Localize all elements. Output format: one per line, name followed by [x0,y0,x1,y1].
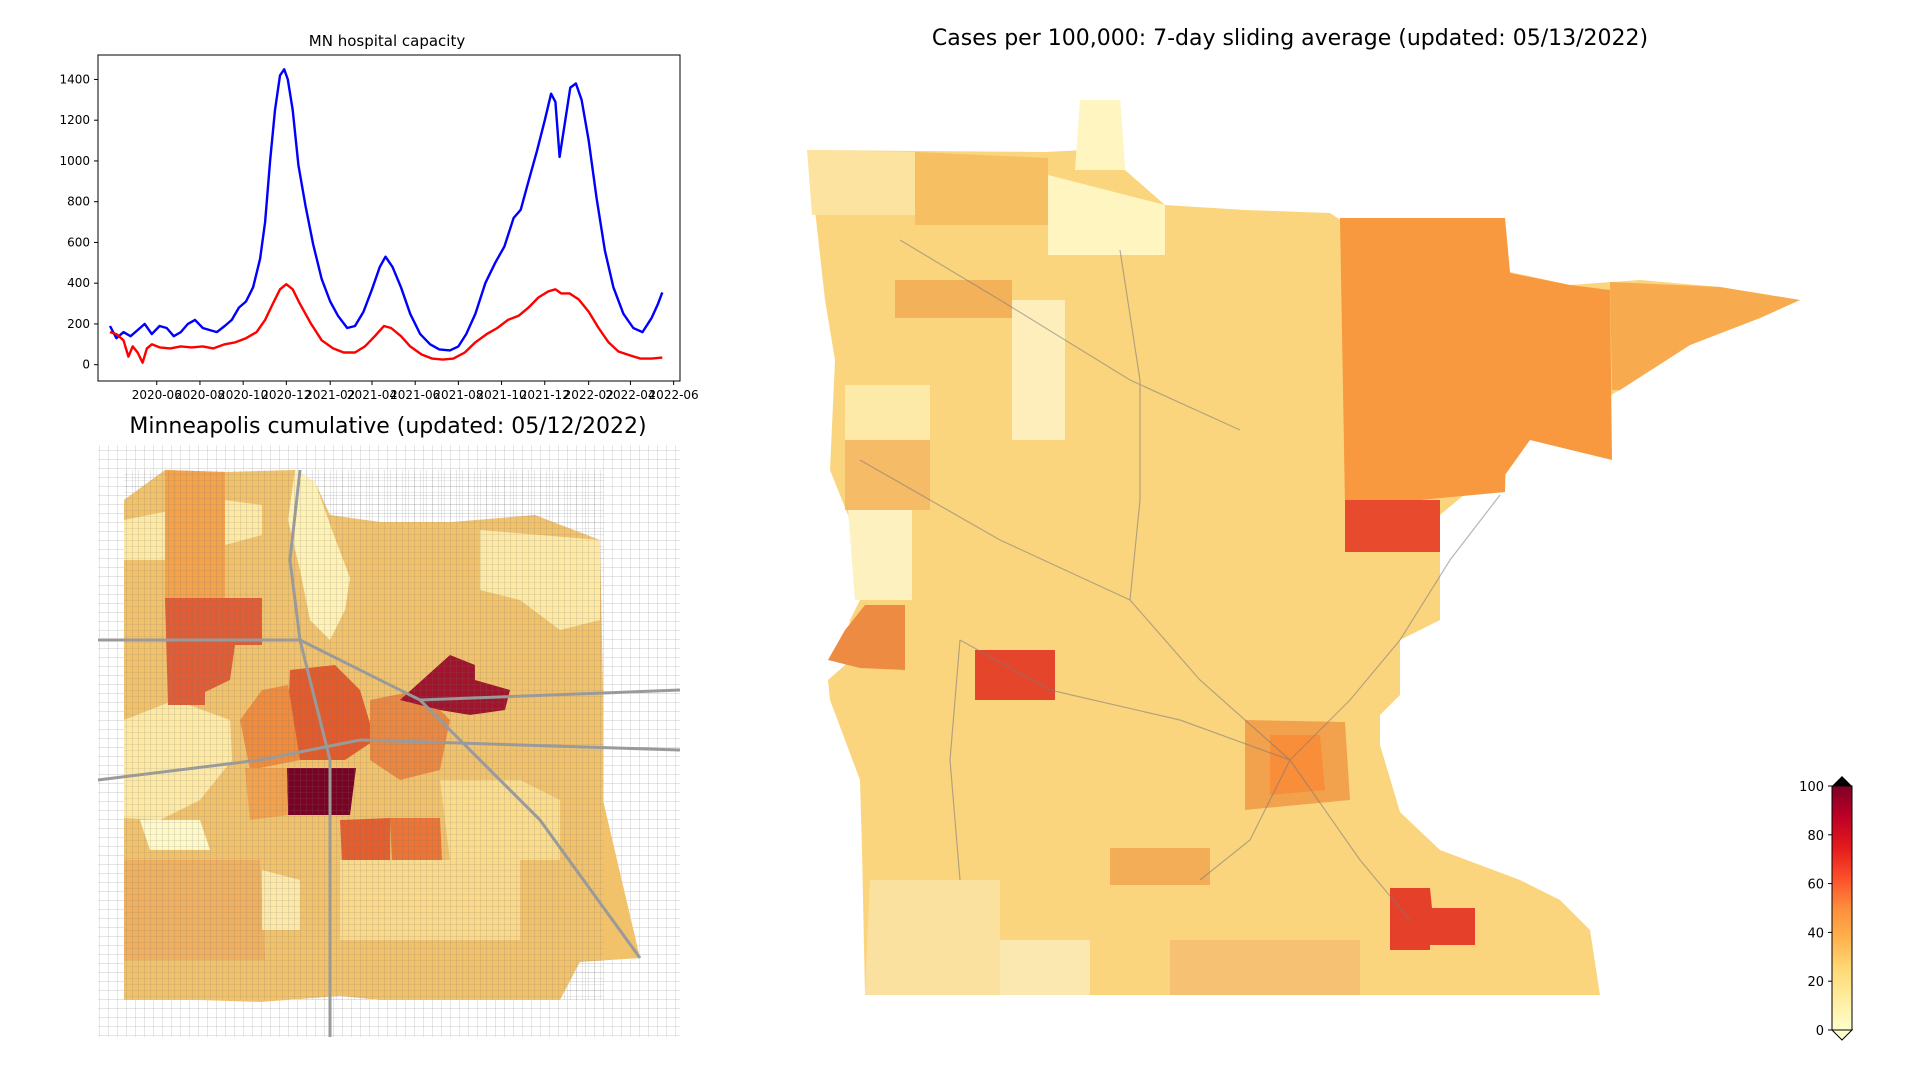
hospital-x-tick-label: 2022-06 [649,388,699,402]
colorbar-tick-label: 40 [1807,926,1824,941]
colorbar-tick-label: 60 [1807,878,1824,893]
mn-county-nw-pale [1012,300,1065,440]
hospital-y-tick-label: 1000 [59,154,90,168]
mn-county-w-central-red [975,650,1055,700]
mn-county-redlake [895,280,1012,318]
mn-county-w-pale [845,385,930,440]
minnesota-map-title: Cases per 100,000: 7-day sliding average… [932,26,1648,51]
mn-outline [807,100,1800,995]
minnesota-counties [807,100,1800,995]
hospital-x-tick-label: 2021-02 [305,388,355,402]
mn-county-w-orange [845,440,930,510]
hospital-y-tick-label: 200 [67,317,90,331]
hospital-y-tick-label: 1200 [59,113,90,127]
colorbar-tick-label: 100 [1799,780,1824,795]
colorbar-extend-over [1832,776,1852,786]
hospital-x-tick-label: 2021-12 [520,388,570,402]
mn-county-sw-pale [865,880,1000,995]
hospital-y-axis: 0 200 400 600 800 1000 1200 1400 [59,72,98,372]
colorbar-tick-label: 80 [1807,829,1824,844]
minneapolis-map-title: Minneapolis cumulative (updated: 05/12/2… [129,414,646,439]
hospital-y-tick-label: 400 [67,276,90,290]
mn-county-far-w-pale [848,510,912,600]
mn-county-carlton [1345,500,1440,552]
hospital-chart-frame [97,54,681,382]
colorbar-ticks: 0 20 40 60 80 100 [1799,780,1832,1039]
mn-county-lakeofqui [828,605,905,670]
hospital-x-tick-label: 2021-06 [390,388,440,402]
mn-county-lake-woods [1048,175,1165,255]
colorbar-extend-under [1830,1029,1854,1041]
hospital-y-tick-label: 1400 [59,72,90,86]
hospital-x-tick-label: 2020-12 [261,388,311,402]
hospital-x-tick-label: 2022-04 [605,388,655,402]
mn-county-south-orange [1170,940,1360,995]
colorbar-tick-label: 20 [1807,975,1824,990]
colorbar-tick-label: 0 [1816,1024,1824,1039]
colorbar-frame [1831,785,1853,1031]
hospital-series [108,68,664,364]
hospital-capacity-chart: MN hospital capacity 0 200 400 600 800 1000 12… [59,32,698,402]
hospital-series-line-1 [108,68,664,352]
minneapolis-map: Minneapolis cumulative (updated: 05/12/2… [97,414,681,1037]
hospital-x-tick-label: 2020-10 [218,388,268,402]
mn-county-metro-center [1270,735,1325,795]
hospital-x-tick-label: 2021-04 [347,388,397,402]
minneapolis-street-grid [97,469,681,1037]
mn-county-stlouis [1340,218,1510,505]
mn-county-cook [1610,282,1800,390]
hospital-y-tick-label: 800 [67,195,90,209]
hospital-series-line-2 [109,283,663,364]
hospital-x-tick-label: 2021-10 [477,388,527,402]
minnesota-map: Cases per 100,000: 7-day sliding average… [807,26,1800,995]
hospital-x-axis: 2020-062020-082020-102020-122021-022021-… [132,381,699,402]
hospital-x-tick-label: 2021-08 [433,388,483,402]
mn-county-s-pale [1000,940,1090,995]
hospital-x-tick-label: 2020-08 [175,388,225,402]
mn-county-lake [1505,272,1612,475]
mn-county-lake-woods-top [1075,100,1125,170]
colorbar: 0 20 40 60 80 100 [1799,776,1854,1041]
hospital-x-tick-label: 2022-02 [564,388,614,402]
mn-county-nw-1 [807,150,915,215]
mn-county-olmsted [1390,888,1475,950]
mn-county-nw-2 [915,152,1048,225]
mn-county-se-orange [1110,848,1210,885]
minnesota-roads [859,239,1501,921]
hospital-x-tick-label: 2020-06 [132,388,182,402]
hospital-y-tick-label: 600 [67,235,90,249]
hospital-y-tick-label: 0 [82,358,90,372]
colorbar-gradient [1832,786,1852,1030]
hospital-chart-title: MN hospital capacity [309,32,466,50]
